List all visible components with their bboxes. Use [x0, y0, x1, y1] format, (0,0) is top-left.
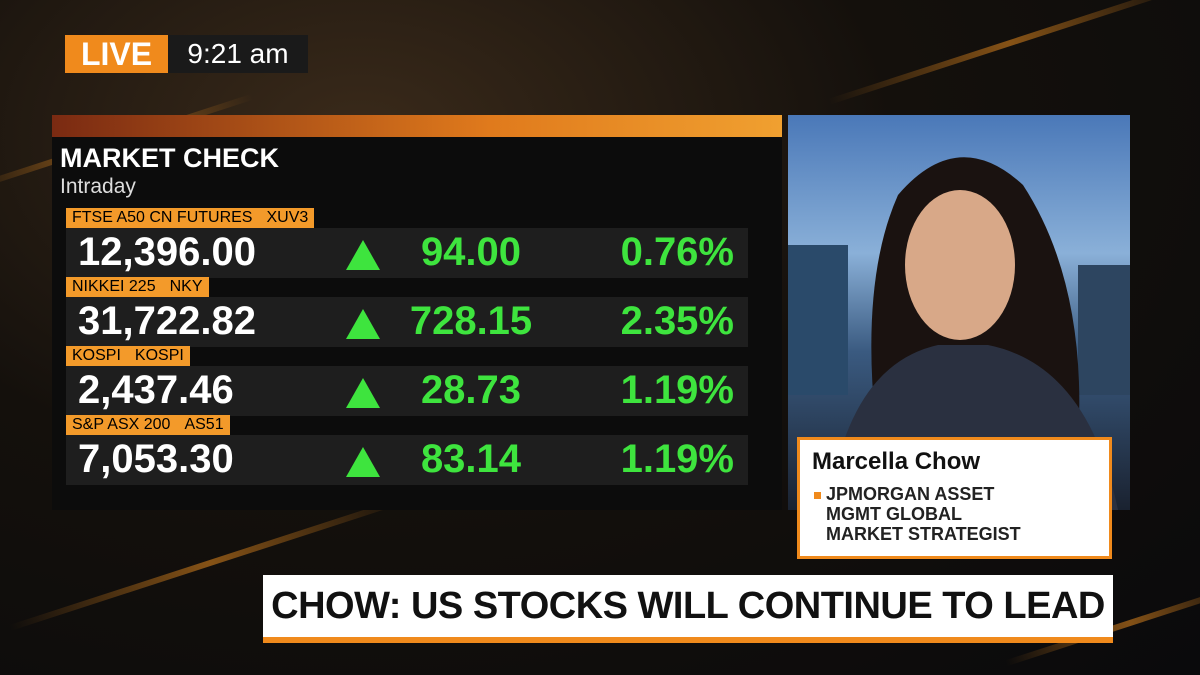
index-tag: KOSPI KOSPI: [66, 346, 190, 366]
index-name: S&P ASX 200: [72, 416, 171, 433]
price: 12,396.00: [78, 230, 256, 274]
up-arrow: [346, 309, 380, 339]
quote-row: 12,396.00 94.00 0.76%: [66, 228, 748, 278]
index-tag: FTSE A50 CN FUTURES XUV3: [66, 208, 315, 228]
index-tag: S&P ASX 200 AS51: [66, 415, 230, 435]
index-ticker: KOSPI: [134, 347, 184, 364]
percent-change: 1.19%: [620, 437, 734, 481]
live-badge: LIVE: [65, 35, 168, 73]
index-name: NIKKEI 225: [72, 278, 156, 295]
index-name: KOSPI: [72, 347, 121, 364]
price: 31,722.82: [78, 299, 256, 343]
guest-title-line: MARKET STRATEGIST: [826, 524, 1021, 544]
change: 728.15: [409, 299, 533, 343]
price: 7,053.30: [78, 437, 234, 481]
change: 83.14: [420, 437, 522, 481]
change: 94.00: [420, 230, 522, 274]
up-arrow: [346, 447, 380, 477]
change: 28.73: [420, 368, 522, 412]
headline: CHOW: US STOCKS WILL CONTINUE TO LEAD: [263, 575, 1113, 643]
quote-row: 31,722.82 728.15 2.35%: [66, 297, 748, 347]
bg-streak: [828, 0, 1192, 105]
guest-title-line: JPMORGAN ASSET: [826, 484, 995, 504]
price: 2,437.46: [78, 368, 234, 412]
percent-change: 1.19%: [620, 368, 734, 412]
percent-change: 0.76%: [620, 230, 734, 274]
index-name: FTSE A50 CN FUTURES: [72, 209, 253, 226]
panel-title: MARKET CHECK: [60, 143, 279, 173]
quote-row: 2,437.46 28.73 1.19%: [66, 366, 748, 416]
panel-header-strip: [52, 115, 782, 137]
bullet: [814, 492, 821, 499]
time-badge: 9:21 am: [168, 35, 308, 73]
up-arrow: [346, 378, 380, 408]
index-ticker: AS51: [184, 416, 224, 433]
index-ticker: NKY: [169, 278, 203, 295]
index-tag: NIKKEI 225 NKY: [66, 277, 209, 297]
panel-subtitle: Intraday: [60, 175, 136, 198]
up-arrow: [346, 240, 380, 270]
guest-card: Marcella Chow JPMORGAN ASSET MGMT GLOBAL M…: [797, 437, 1112, 559]
percent-change: 2.35%: [620, 299, 734, 343]
guest-title-line: MGMT GLOBAL: [826, 504, 962, 524]
quote-row: 7,053.30 83.14 1.19%: [66, 435, 748, 485]
index-ticker: XUV3: [266, 209, 309, 226]
guest-name: Marcella Chow: [812, 448, 981, 475]
market-panel: MARKET CHECK Intraday FTSE A50 CN FUTURE…: [52, 115, 782, 510]
